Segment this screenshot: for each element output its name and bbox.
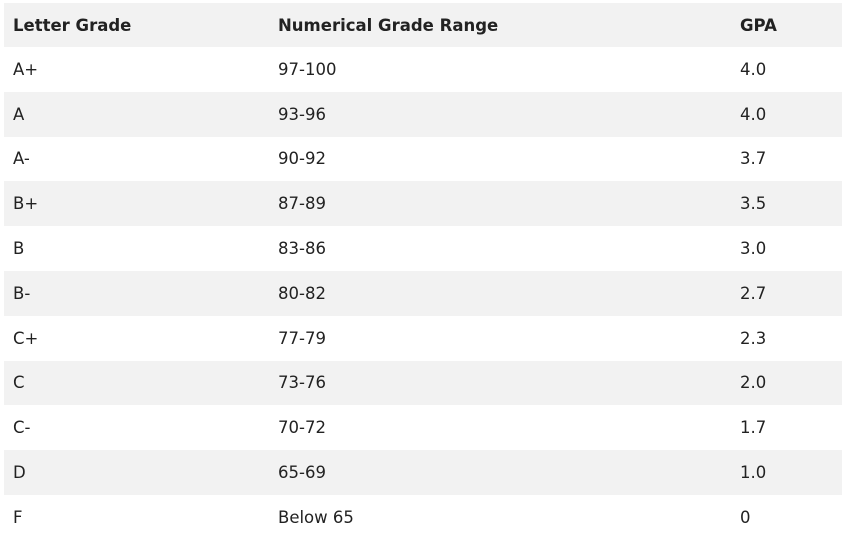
cell-letter-grade: A bbox=[4, 91, 269, 137]
cell-gpa: 3.0 bbox=[731, 226, 842, 271]
cell-grade-range: 77-79 bbox=[269, 315, 731, 361]
table-row: C+ 77-79 2.3 bbox=[4, 315, 842, 361]
cell-letter-grade: B bbox=[4, 226, 269, 271]
table-row: D 65-69 1.0 bbox=[4, 450, 842, 495]
table-row: B+ 87-89 3.5 bbox=[4, 181, 842, 227]
header-letter-grade: Letter Grade bbox=[4, 3, 269, 47]
cell-gpa: 0 bbox=[731, 494, 842, 540]
cell-letter-grade: C- bbox=[4, 405, 269, 451]
cell-grade-range: 65-69 bbox=[269, 450, 731, 495]
table-row: B- 80-82 2.7 bbox=[4, 270, 842, 316]
cell-grade-range: 90-92 bbox=[269, 136, 731, 182]
cell-gpa: 3.5 bbox=[731, 181, 842, 227]
cell-grade-range: Below 65 bbox=[269, 494, 731, 540]
cell-letter-grade: C+ bbox=[4, 315, 269, 361]
table-row: A 93-96 4.0 bbox=[4, 91, 842, 137]
cell-grade-range: 70-72 bbox=[269, 405, 731, 451]
cell-letter-grade: A- bbox=[4, 136, 269, 182]
table-row: C- 70-72 1.7 bbox=[4, 405, 842, 451]
table-header-row: Letter Grade Numerical Grade Range GPA bbox=[4, 3, 842, 47]
cell-letter-grade: F bbox=[4, 494, 269, 540]
cell-letter-grade: A+ bbox=[4, 47, 269, 92]
table-row: A- 90-92 3.7 bbox=[4, 136, 842, 182]
cell-grade-range: 73-76 bbox=[269, 360, 731, 406]
cell-letter-grade: B+ bbox=[4, 181, 269, 227]
cell-grade-range: 97-100 bbox=[269, 47, 731, 92]
header-numerical-grade-range: Numerical Grade Range bbox=[269, 3, 731, 47]
cell-gpa: 2.7 bbox=[731, 270, 842, 316]
cell-gpa: 4.0 bbox=[731, 47, 842, 92]
cell-gpa: 2.0 bbox=[731, 360, 842, 406]
cell-gpa: 3.7 bbox=[731, 136, 842, 182]
cell-gpa: 4.0 bbox=[731, 91, 842, 137]
cell-gpa: 1.0 bbox=[731, 450, 842, 495]
grade-table-container: Letter Grade Numerical Grade Range GPA A… bbox=[4, 3, 842, 540]
cell-grade-range: 87-89 bbox=[269, 181, 731, 227]
header-gpa: GPA bbox=[731, 3, 842, 47]
cell-grade-range: 80-82 bbox=[269, 270, 731, 316]
cell-grade-range: 93-96 bbox=[269, 91, 731, 137]
grade-scale-table: Letter Grade Numerical Grade Range GPA A… bbox=[4, 3, 842, 540]
cell-gpa: 1.7 bbox=[731, 405, 842, 451]
table-row: F Below 65 0 bbox=[4, 494, 842, 540]
cell-letter-grade: C bbox=[4, 360, 269, 406]
cell-gpa: 2.3 bbox=[731, 315, 842, 361]
table-row: B 83-86 3.0 bbox=[4, 226, 842, 271]
table-row: A+ 97-100 4.0 bbox=[4, 47, 842, 92]
cell-letter-grade: B- bbox=[4, 270, 269, 316]
cell-letter-grade: D bbox=[4, 450, 269, 495]
table-row: C 73-76 2.0 bbox=[4, 360, 842, 406]
cell-grade-range: 83-86 bbox=[269, 226, 731, 271]
